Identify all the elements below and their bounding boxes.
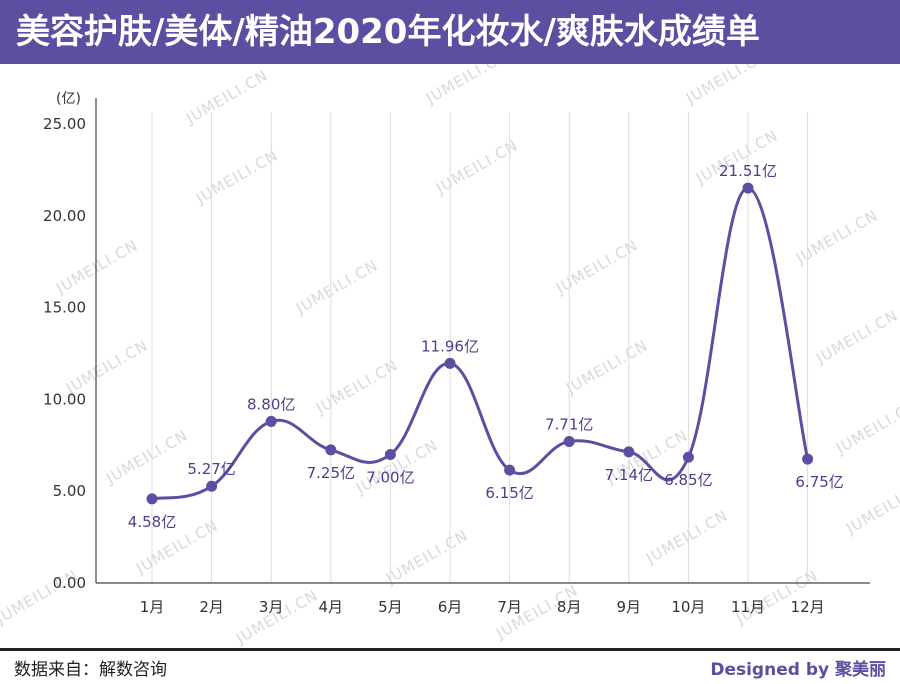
watermark-text: JUMEILI.CN [832, 396, 900, 458]
watermark-text: JUMEILI.CN [642, 506, 731, 568]
x-tick-label: 4月 [319, 598, 344, 616]
data-point [623, 446, 635, 458]
x-tick-label: 6月 [438, 598, 463, 616]
data-label: 5.27亿 [187, 460, 235, 478]
y-tick-label: 0.00 [53, 574, 86, 592]
watermark-text: JUMEILI.CN [192, 146, 281, 208]
data-label: 21.51亿 [719, 162, 777, 180]
y-tick-label: 15.00 [43, 299, 86, 317]
axes: (亿) 0.00 5.00 10.00 15.00 20.00 25.00 1月 2月 3月 4月 5… [43, 91, 870, 616]
data-point [265, 415, 277, 427]
watermark-text: JUMEILI.CN [52, 236, 141, 298]
data-label: 7.25亿 [307, 464, 355, 482]
data-point [146, 493, 158, 505]
x-tick-label: 2月 [199, 598, 224, 616]
watermark-text: JUMEILI.CN [232, 586, 321, 648]
data-point [444, 357, 456, 369]
watermark-text: JUMEILI.CN [422, 64, 511, 108]
x-tick-label: 8月 [557, 598, 582, 616]
y-tick-label: 20.00 [43, 207, 86, 225]
data-label: 11.96亿 [421, 337, 479, 355]
data-label: 7.14亿 [605, 466, 653, 484]
data-point [504, 464, 516, 476]
watermark-text: JUMEILI.CN [682, 64, 771, 108]
y-tick-label: 25.00 [43, 115, 86, 133]
watermark-text: JUMEILI.CN [382, 526, 471, 588]
data-label: 7.71亿 [545, 415, 593, 433]
data-point [325, 444, 337, 456]
data-point [802, 453, 814, 465]
x-tick-label: 1月 [140, 598, 165, 616]
x-tick-label: 7月 [497, 598, 522, 616]
series-line-path [151, 186, 810, 501]
page-title: 美容护肤/美体/精油2020年化妆水/爽肤水成绩单 [16, 12, 760, 52]
data-point [682, 451, 694, 463]
chart-area: JUMEILI.CN JUMEILI.CN JUMEILI.CN JUMEILI.CN… [0, 64, 900, 648]
series-line [146, 182, 814, 505]
watermark-text: JUMEILI.CN [312, 356, 401, 418]
data-labels: 4.58亿 5.27亿 8.80亿 7.25亿 7.00亿 11.96亿 6.15亿 7.71… [128, 162, 844, 531]
x-tick-label: 3月 [259, 598, 284, 616]
watermark-text: JUMEILI.CN [352, 436, 441, 498]
watermark-text: JUMEILI.CN [562, 336, 651, 398]
designed-by-text: Designed by 聚美丽 [710, 660, 886, 680]
watermark-text: JUMEILI.CN [792, 206, 881, 268]
x-tick-label: 5月 [378, 598, 403, 616]
line-chart: JUMEILI.CN JUMEILI.CN JUMEILI.CNJUMEILI.CN… [0, 64, 900, 648]
data-point [384, 448, 396, 460]
watermark-text: JUMEILI.CN [62, 336, 151, 398]
header-banner: 美容护肤/美体/精油2020年化妆水/爽肤水成绩单 [0, 0, 900, 64]
data-label: 4.58亿 [128, 513, 176, 531]
y-axis-unit: (亿) [56, 91, 81, 107]
watermark-text: JUMEILI.CN [842, 476, 900, 538]
data-label: 7.00亿 [366, 468, 414, 486]
x-tick-label: 11月 [731, 598, 765, 616]
data-point [742, 182, 754, 194]
watermark-text: JUMEILI.CN [182, 66, 271, 128]
x-tick-label: 9月 [617, 598, 642, 616]
watermark-text: JUMEILI.CN [102, 426, 191, 488]
data-source-text: 数据来自：解数咨询 [14, 660, 167, 680]
data-label: 6.15亿 [485, 484, 533, 502]
x-tick-label: 12月 [791, 598, 825, 616]
data-point [563, 435, 575, 447]
x-tick-label: 10月 [671, 598, 705, 616]
footer-divider [0, 648, 900, 651]
y-tick-label: 10.00 [43, 390, 86, 408]
watermark-text: JUMEILI.CN [812, 306, 900, 368]
watermark-text: JUMEILI.CN [432, 136, 521, 198]
data-label: 8.80亿 [247, 395, 295, 413]
data-label: 6.85亿 [664, 471, 712, 489]
data-label: 6.75亿 [795, 473, 843, 491]
watermark-text: JUMEILI.CN [292, 256, 381, 318]
watermark-text: JUMEILI.CN [552, 236, 641, 298]
data-point [206, 480, 218, 492]
y-tick-label: 5.00 [53, 482, 86, 500]
